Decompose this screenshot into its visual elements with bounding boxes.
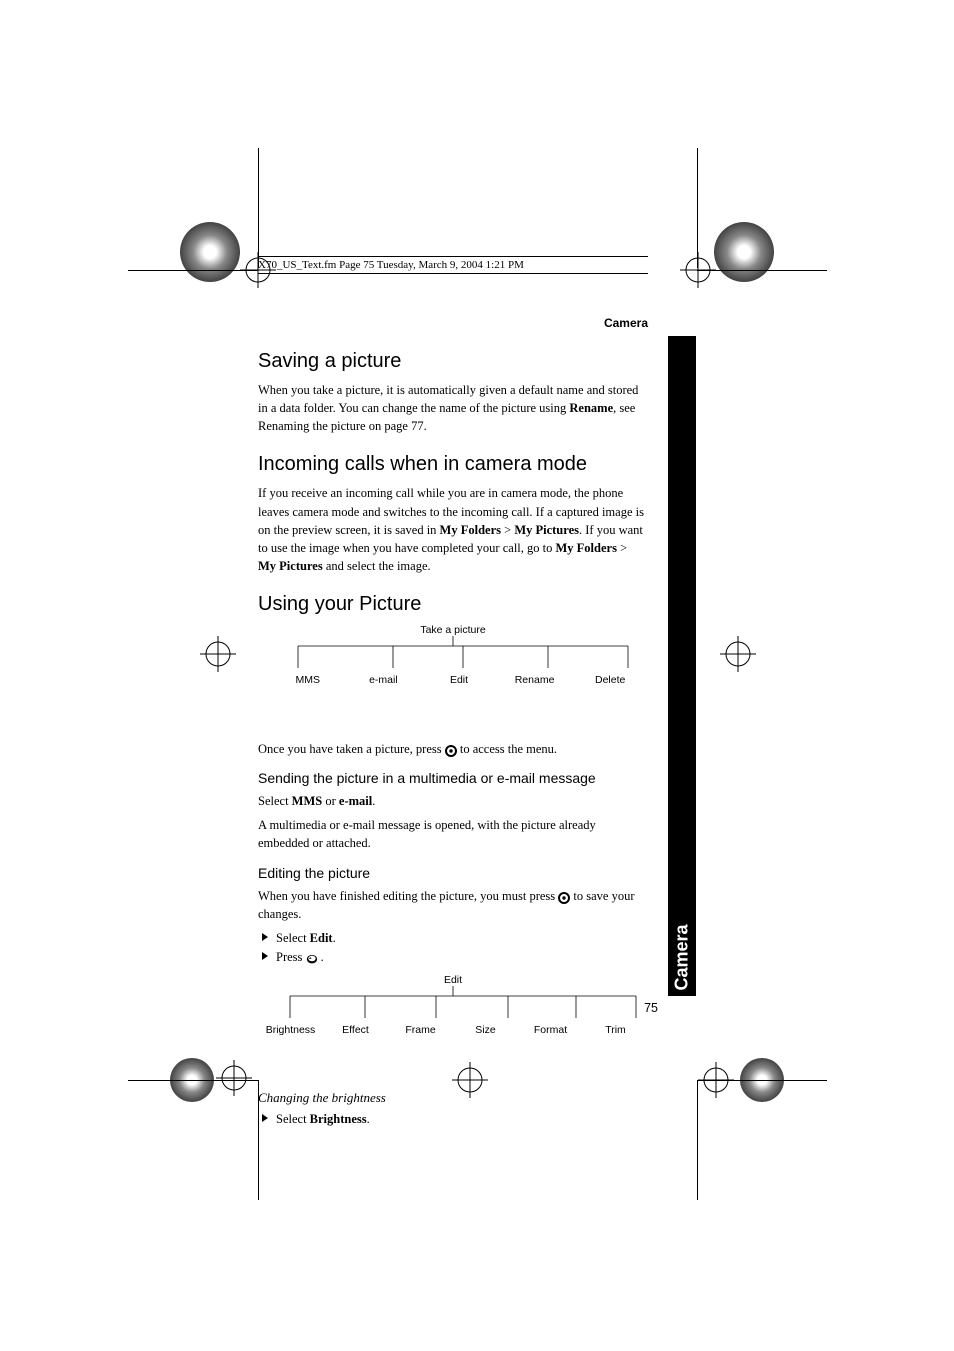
paragraph: A multimedia or e-mail message is opened… [258, 816, 648, 852]
tree-leaf: Delete [572, 674, 648, 686]
page-content: X70_US_Text.fm Page 75 Tuesday, March 9,… [258, 256, 648, 1129]
crop-line [697, 1080, 698, 1200]
paragraph: When you take a picture, it is automatic… [258, 381, 648, 435]
tree-leaf: Edit [421, 674, 497, 686]
crop-line [128, 270, 258, 271]
tree-leaf: Size [453, 1024, 518, 1036]
registration-mark [200, 636, 236, 672]
registration-mark [216, 1060, 252, 1096]
select-key-icon [445, 744, 457, 756]
paragraph: Select MMS or e-mail. [258, 792, 648, 810]
tree-lines [258, 636, 648, 674]
menu-tree-edit: Edit Brightness Effect Frame Size Format… [258, 974, 648, 1036]
running-header: X70_US_Text.fm Page 75 Tuesday, March 9,… [258, 259, 648, 271]
tree-leaf: Brightness [258, 1024, 323, 1036]
tree-leaf: e-mail [346, 674, 422, 686]
paragraph: When you have finished editing the pictu… [258, 887, 648, 923]
crop-line [128, 1080, 258, 1081]
registration-mark [720, 636, 756, 672]
select-key-icon [558, 891, 570, 903]
crop-line [697, 1080, 827, 1081]
tree-leaf: Effect [323, 1024, 388, 1036]
tree-leaf: MMS [270, 674, 346, 686]
bullet-item: Press . [258, 948, 648, 967]
print-mark-sphere [180, 222, 240, 282]
menu-key-icon [306, 952, 318, 964]
crop-line [697, 148, 698, 268]
crop-line [258, 148, 259, 268]
page-number: 75 [644, 1001, 658, 1015]
tree-leaf: Trim [583, 1024, 648, 1036]
header-rule [258, 256, 648, 257]
heading-changing-brightness: Changing the brightness [258, 1090, 648, 1106]
tree-leaf: Frame [388, 1024, 453, 1036]
tree-leaves: MMS e-mail Edit Rename Delete [258, 674, 648, 686]
side-tab: Camera [668, 336, 696, 996]
bullet-item: Select Edit. [258, 929, 648, 948]
tree-leaf: Format [518, 1024, 583, 1036]
side-tab-label: Camera [672, 924, 693, 990]
tree-leaf: Rename [497, 674, 573, 686]
header-rule [258, 273, 648, 274]
heading-using-picture: Using your Picture [258, 593, 648, 616]
tree-lines [258, 986, 648, 1024]
menu-tree-take-picture: Take a picture MMS e-mail Edit Rename De… [258, 624, 648, 686]
tree-root: Take a picture [258, 624, 648, 636]
tree-root: Edit [258, 974, 648, 986]
heading-editing-picture: Editing the picture [258, 865, 648, 881]
crop-line [697, 270, 827, 271]
paragraph: If you receive an incoming call while yo… [258, 484, 648, 575]
print-mark-sphere [714, 222, 774, 282]
tree-leaves: Brightness Effect Frame Size Format Trim [258, 1024, 648, 1036]
paragraph: Once you have taken a picture, press to … [258, 740, 648, 758]
heading-saving-picture: Saving a picture [258, 350, 648, 373]
heading-incoming-calls: Incoming calls when in camera mode [258, 453, 648, 476]
heading-sending-picture: Sending the picture in a multimedia or e… [258, 770, 648, 786]
bullet-item: Select Brightness. [258, 1110, 648, 1129]
section-header: Camera [604, 316, 648, 330]
